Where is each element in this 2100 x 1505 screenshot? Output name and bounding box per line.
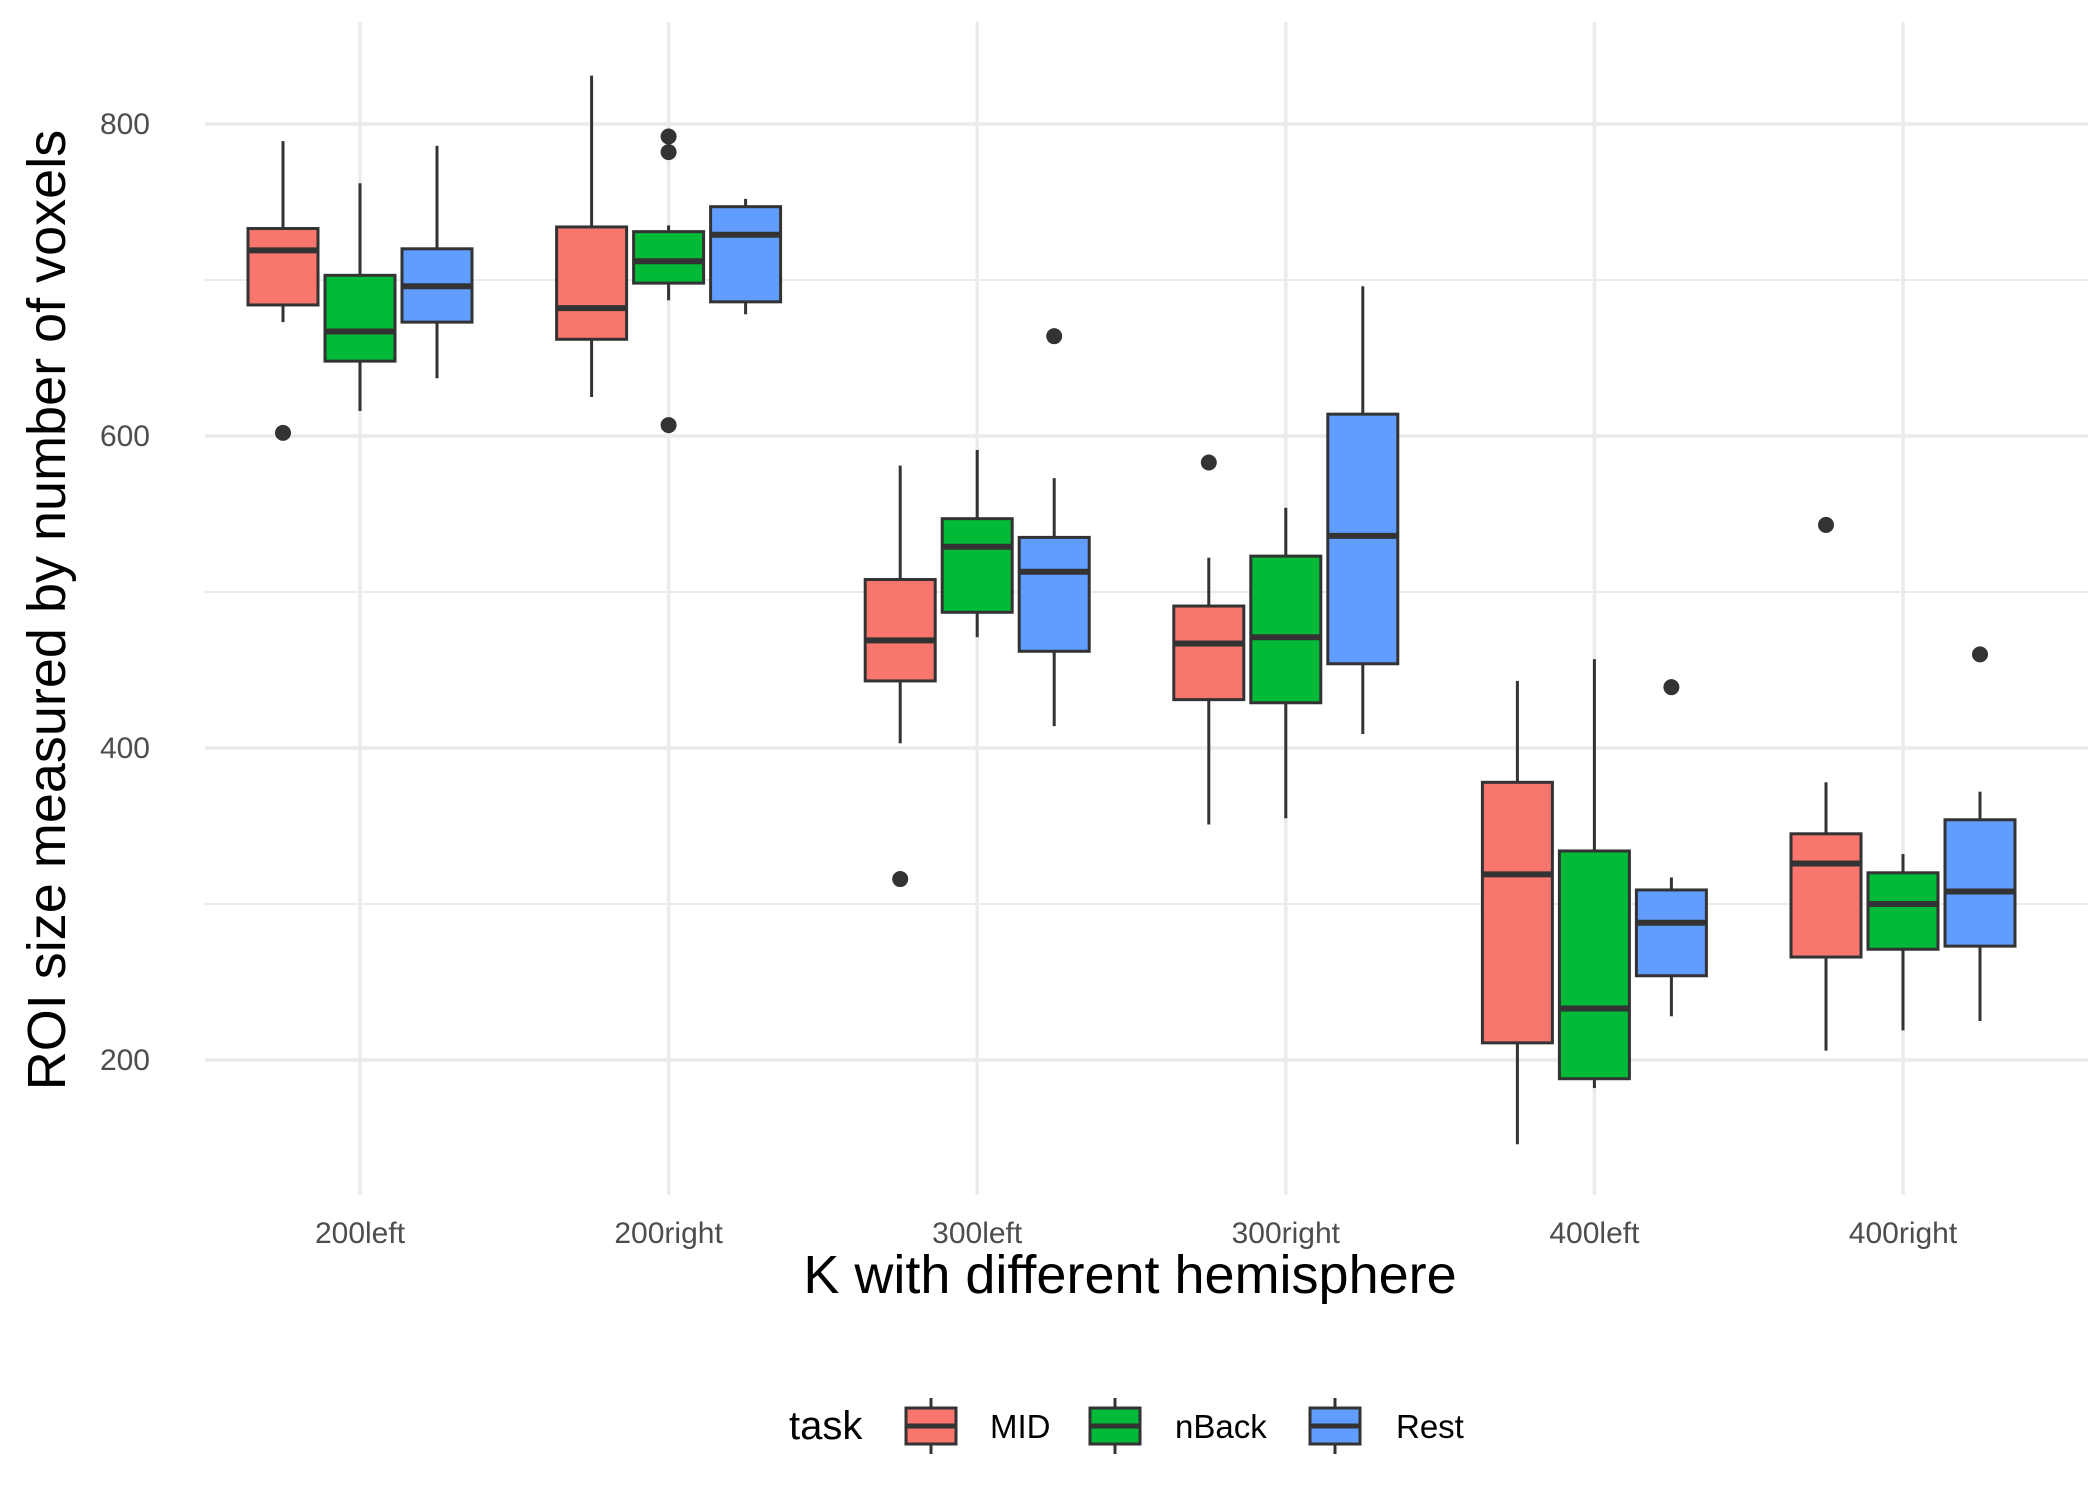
legend: task MID nBack Rest	[789, 1398, 1464, 1454]
box-nback-400left	[1557, 659, 1631, 1089]
box-mid-200left	[246, 141, 320, 441]
box-rest-400right	[1943, 646, 2017, 1021]
y-tick-label: 200	[100, 1044, 150, 1077]
box-mid-300left	[863, 465, 937, 888]
box-mid-400left	[1480, 680, 1554, 1145]
outlier-point	[1200, 454, 1217, 471]
outlier-point	[892, 871, 909, 888]
box-nback-400right	[1866, 854, 1940, 1031]
y-axis-ticks: 200 400 600 800	[100, 108, 150, 1077]
iqr-box	[555, 225, 629, 341]
iqr-box	[709, 205, 783, 304]
iqr-box	[1326, 412, 1400, 666]
series-rest	[400, 145, 2017, 1021]
iqr-box	[1866, 871, 1940, 951]
iqr-box	[1943, 818, 2017, 948]
box-rest-200left	[400, 145, 474, 379]
iqr-box	[632, 230, 706, 285]
outlier-point	[660, 144, 677, 161]
iqr-box	[1557, 849, 1631, 1081]
outlier-point	[275, 424, 291, 441]
iqr-box	[246, 227, 320, 307]
legend-label: nBack	[1175, 1408, 1267, 1445]
legend-title: task	[789, 1404, 863, 1448]
x-axis-title: K with different hemisphere	[803, 1245, 1456, 1305]
box-series	[246, 75, 2017, 1145]
legend-label: Rest	[1396, 1408, 1464, 1445]
iqr-box	[323, 273, 397, 363]
outlier-point	[660, 128, 677, 145]
legend-item-nback: nBack	[1088, 1398, 1267, 1454]
outlier-point	[1818, 516, 1834, 533]
x-tick-label: 200right	[614, 1217, 723, 1250]
y-axis-title: ROI size measured by number of voxels	[17, 130, 77, 1090]
outlier-point	[660, 417, 677, 434]
iqr-box	[1017, 535, 1091, 653]
box-nback-200right	[632, 128, 706, 434]
x-axis-ticks: 200left 200right 300left 300right 400left 400…	[315, 1217, 1958, 1250]
box-mid-400right	[1789, 516, 1863, 1051]
box-rest-300right	[1326, 286, 1400, 734]
box-nback-300right	[1249, 507, 1323, 819]
x-tick-label: 400right	[1849, 1217, 1958, 1250]
iqr-box	[1480, 780, 1554, 1045]
outlier-point	[1972, 646, 1988, 663]
outlier-point	[1663, 679, 1680, 696]
box-mid-200right	[555, 75, 629, 397]
outlier-point	[1046, 328, 1063, 345]
iqr-box	[1172, 604, 1246, 702]
box-rest-300left	[1017, 328, 1091, 727]
box-rest-200right	[709, 198, 783, 315]
series-nback	[323, 128, 1940, 1089]
legend-item-mid: MID	[904, 1398, 1051, 1454]
iqr-box	[1249, 554, 1323, 705]
x-tick-label: 200left	[315, 1217, 406, 1250]
box-rest-400left	[1634, 679, 1708, 1017]
iqr-box	[1634, 888, 1708, 978]
iqr-box	[863, 578, 937, 683]
series-mid	[246, 75, 1863, 1145]
box-mid-300right	[1172, 454, 1246, 825]
legend-label: MID	[990, 1408, 1051, 1445]
y-tick-label: 400	[100, 732, 150, 765]
y-tick-label: 800	[100, 108, 150, 141]
iqr-box	[1789, 832, 1863, 959]
x-tick-label: 300right	[1232, 1217, 1341, 1250]
iqr-box	[940, 517, 1014, 614]
legend-item-rest: Rest	[1308, 1398, 1464, 1454]
box-nback-300left	[940, 450, 1014, 638]
y-tick-label: 600	[100, 420, 150, 453]
x-tick-label: 300left	[932, 1217, 1023, 1250]
box-nback-200left	[323, 183, 397, 412]
x-tick-label: 400left	[1549, 1217, 1640, 1250]
